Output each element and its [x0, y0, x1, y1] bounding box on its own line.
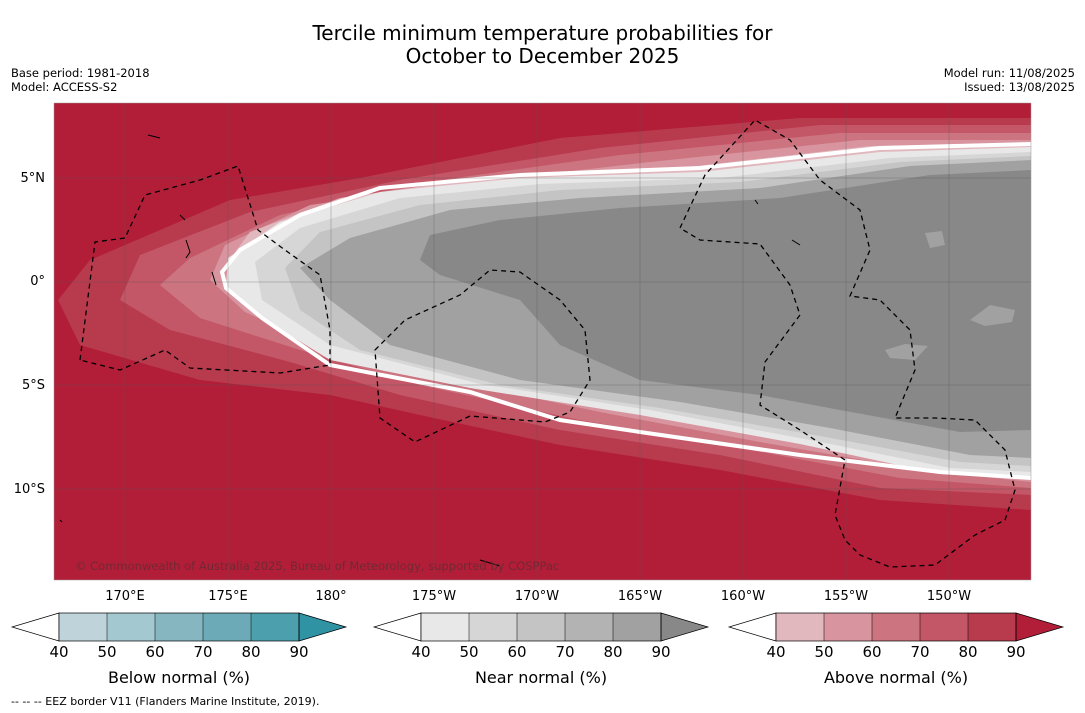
map-fields — [54, 103, 1031, 580]
colorbar-tick-label: 50 — [459, 643, 479, 661]
issued-date: Issued: 13/08/2025 — [964, 80, 1075, 94]
lon-label-170e: 170°E — [105, 589, 145, 604]
colorbar-tick-label: 50 — [97, 643, 117, 661]
lon-label-170w: 170°W — [514, 589, 560, 604]
colorbar-tick-label: 70 — [555, 643, 575, 661]
colorbar-frame — [58, 612, 300, 642]
near-normal-patch-2 — [885, 344, 928, 360]
colorbar-tick-label: 80 — [958, 643, 978, 661]
colorbar-extension-low — [372, 612, 422, 642]
colorbar-segment — [203, 613, 251, 641]
colorbar-segment — [517, 613, 565, 641]
near-normal-patch-3 — [925, 231, 945, 248]
colorbar-below-title: Below normal (%) — [107, 668, 251, 687]
model-name: Model: ACCESS-S2 — [11, 80, 118, 94]
eez-footnote: -- -- -- EEZ border V11 (Flanders Marine… — [11, 695, 320, 708]
colorbar-segment — [872, 613, 920, 641]
colorbar-below-normal — [10, 612, 348, 642]
base-period: Base period: 1981-2018 — [11, 66, 150, 80]
island-outline — [211, 271, 217, 286]
eez-border-line-islands — [679, 119, 1016, 568]
title-line-1: Tercile minimum temperature probabilitie… — [312, 21, 773, 45]
lat-label-5s: 5°S — [21, 378, 45, 393]
lat-label-10s: 10°S — [13, 482, 45, 497]
island-outline — [791, 239, 801, 246]
colorbar-segment — [155, 613, 203, 641]
eez-borders — [79, 119, 1016, 568]
run-info: Model run: 11/08/2025 Issued: 13/08/2025 — [944, 66, 1075, 94]
island-outline — [59, 519, 63, 523]
colorbar-frame — [420, 612, 662, 642]
colorbar-extension-high — [298, 612, 348, 642]
colorbar-extension-high — [1015, 612, 1065, 642]
colorbar-tick-label: 40 — [411, 643, 431, 661]
lon-label-150w: 150°W — [926, 589, 972, 604]
colorbar-tick-label: 80 — [603, 643, 623, 661]
eez-border-phoenix — [374, 269, 591, 443]
colorbar-tick-label: 90 — [1006, 643, 1026, 661]
lon-label-160w: 160°W — [720, 589, 766, 604]
colorbar-tick-label: 60 — [862, 643, 882, 661]
colorbar-tick-label: 90 — [651, 643, 671, 661]
island-outline — [179, 214, 186, 221]
colorbar-segment — [920, 613, 968, 641]
colorbar-extension-low — [727, 612, 777, 642]
colorbar-above-title: Above normal (%) — [823, 668, 969, 687]
colorbar-extension-low — [10, 612, 60, 642]
colorbar-near-title: Near normal (%) — [474, 668, 608, 687]
colorbar-segment — [469, 613, 517, 641]
graticule — [54, 103, 1031, 580]
colorbar-near-normal — [372, 612, 710, 642]
colorbar-segment — [565, 613, 613, 641]
island-outline — [479, 559, 501, 567]
lon-label-175e: 175°E — [208, 589, 248, 604]
colorbar-extension-high — [660, 612, 710, 642]
colorbar-segment — [968, 613, 1016, 641]
model-run-date: Model run: 11/08/2025 — [943, 66, 1075, 80]
model-info: Base period: 1981-2018 Model: ACCESS-S2 — [11, 66, 150, 94]
eez-border-tuvalu — [79, 165, 331, 374]
island-coastlines — [59, 134, 801, 567]
map-title: Tercile minimum temperature probabilitie… — [0, 22, 1085, 68]
island-outline — [185, 239, 191, 259]
near-normal-90-core — [420, 170, 1031, 432]
copyright-notice: © Commonwealth of Australia 2025, Bureau… — [75, 559, 560, 573]
island-outline — [147, 134, 161, 139]
category-boundary — [219, 142, 1031, 480]
colorbar-frame — [775, 612, 1017, 642]
colorbar-segment — [824, 613, 872, 641]
colorbar-segment — [251, 613, 299, 641]
colorbar-tick-label: 40 — [49, 643, 69, 661]
colorbar-tick-label: 70 — [193, 643, 213, 661]
colorbar-segment — [421, 613, 469, 641]
colorbar-tick-label: 60 — [145, 643, 165, 661]
lon-label-175w: 175°W — [411, 589, 457, 604]
island-outline — [754, 199, 759, 205]
colorbar-above-normal — [727, 612, 1065, 642]
title-line-2: October to December 2025 — [405, 44, 680, 68]
colorbar-segment — [613, 613, 661, 641]
colorbar-tick-label: 90 — [289, 643, 309, 661]
lat-label-equator: 0° — [30, 274, 45, 289]
map-frame — [53, 102, 1032, 581]
colorbar-tick-label: 80 — [241, 643, 261, 661]
colorbar-segment — [776, 613, 824, 641]
near-normal-patch — [970, 305, 1015, 326]
lat-label-5n: 5°N — [20, 171, 46, 186]
colorbar-segment — [59, 613, 107, 641]
colorbar-tick-label: 50 — [814, 643, 834, 661]
lon-label-155w: 155°W — [823, 589, 869, 604]
lon-label-180: 180° — [315, 589, 347, 604]
colorbar-tick-label: 70 — [910, 643, 930, 661]
lon-label-165w: 165°W — [617, 589, 663, 604]
colorbar-tick-label: 40 — [766, 643, 786, 661]
colorbar-segment — [107, 613, 155, 641]
colorbar-tick-label: 60 — [507, 643, 527, 661]
